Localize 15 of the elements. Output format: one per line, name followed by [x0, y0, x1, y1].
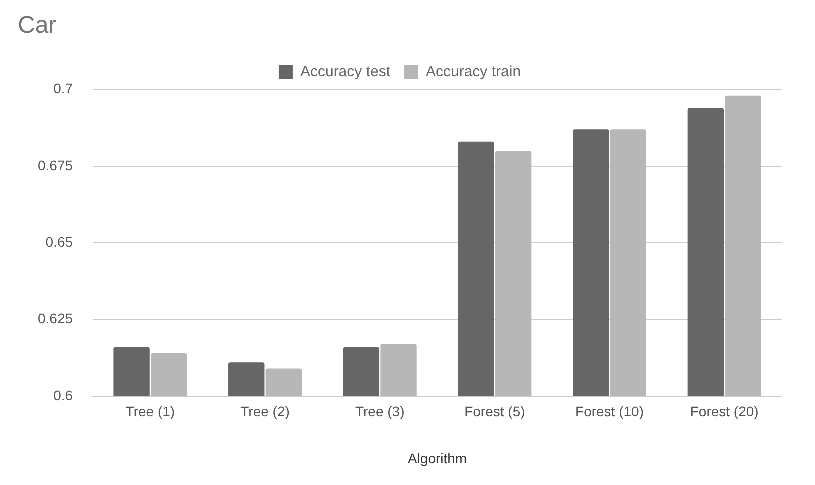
- x-tick-label: Forest (5): [464, 404, 526, 420]
- y-tick-label: 0.6: [54, 387, 74, 404]
- x-tick-label: Forest (10): [576, 404, 644, 420]
- chart-title: Car: [18, 12, 57, 40]
- y-tick-label: 0.65: [46, 234, 74, 250]
- x-tick-label: Tree (2): [240, 404, 290, 420]
- legend-label: Accuracy test: [300, 63, 392, 80]
- x-axis-title: Algorithm: [408, 450, 468, 466]
- y-tick-label: 0.625: [38, 310, 74, 327]
- x-tick-label: Tree (1): [126, 404, 176, 420]
- x-tick-label: Tree (3): [355, 404, 405, 420]
- x-tick-label: Forest (20): [690, 404, 759, 420]
- y-tick-label: 0.7: [54, 80, 74, 97]
- y-tick-label: 0.675: [38, 157, 74, 174]
- legend-label: Accuracy train: [426, 63, 522, 80]
